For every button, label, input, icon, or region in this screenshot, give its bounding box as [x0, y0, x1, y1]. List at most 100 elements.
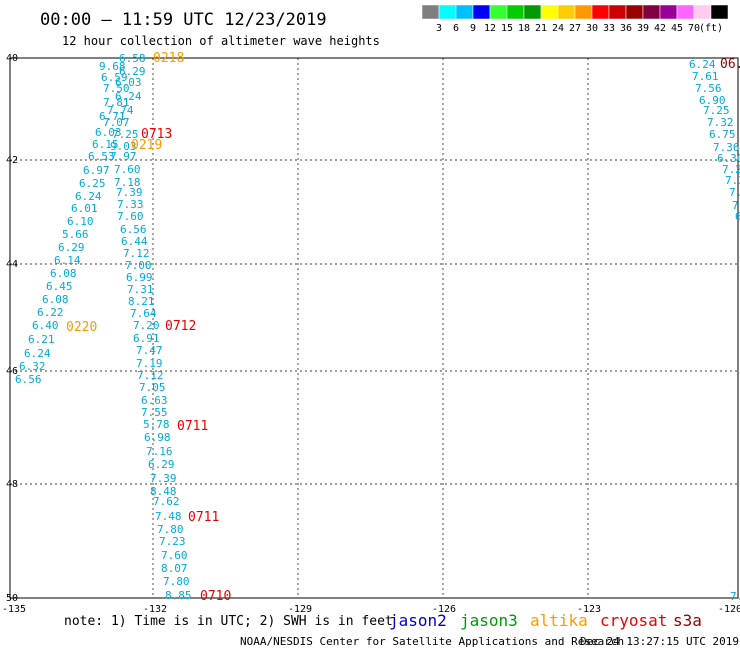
wave-height-value: 7.05	[139, 381, 166, 394]
wave-height-value: 7.60	[161, 549, 188, 562]
colorbar-swatch	[676, 4, 695, 20]
wave-height-value: 6.71	[99, 110, 126, 123]
colorbar-label: 70	[688, 23, 700, 34]
wave-height-track: 6.586.299.686.596.037.506.247.817.746.71…	[15, 52, 192, 602]
wave-height-colorbar: 3 6 9 12 15 18 21 24 27 30 33 36 39 42 45 70(ft)	[421, 4, 729, 34]
longitude-tick-label: -135	[2, 604, 26, 615]
wave-height-value: 7.	[732, 199, 740, 212]
wave-height-value: 6.40	[32, 319, 59, 332]
colorbar-swatch	[489, 4, 508, 20]
wave-height-value: 6.29	[148, 458, 175, 471]
latitude-tick-label: 40	[6, 53, 18, 64]
pass-time-label: 0710	[200, 589, 231, 604]
wave-height-value: 7.	[730, 590, 740, 603]
pass-time-label: 0712	[165, 319, 196, 334]
wave-height-value: 7.31	[127, 283, 154, 296]
wave-height-value: 7.16	[146, 445, 173, 458]
wave-height-value: 7.64	[130, 307, 157, 320]
wave-height-map: -135 -132 -129 -126 -123 -120 40 42 44 46 48 50 6.…	[2, 51, 740, 615]
wave-height-value: 6.53	[88, 150, 115, 163]
colorbar-swatch	[455, 4, 474, 20]
colorbar-label: 15	[501, 23, 513, 34]
latitude-tick-label: 42	[6, 155, 18, 166]
wave-height-value: 5.66	[62, 228, 89, 241]
wave-height-value: 6.58	[119, 52, 146, 65]
satellite-legend-jason2: jason2	[389, 611, 447, 630]
wave-height-value: 6.24	[75, 190, 102, 203]
wave-height-value: 7.80	[163, 575, 190, 588]
wave-height-value: 6.56	[15, 373, 42, 386]
longitude-tick-label: -132	[143, 604, 167, 615]
wave-height-value: 7.23	[159, 535, 186, 548]
wave-height-value: 7.25	[112, 128, 139, 141]
satellite-legend: jason2 jason3 altika cryosat s3a	[389, 611, 702, 630]
wave-height-value: 6.15	[92, 138, 119, 151]
wave-height-value: 7.39	[150, 472, 177, 485]
longitude-tick-label: -126	[432, 604, 456, 615]
wave-height-value: 6.24	[689, 58, 716, 71]
satellite-legend-altika: altika	[530, 611, 588, 630]
wave-height-track-east: 6.247.617.566.907.257.326.757.366.307.20…	[689, 58, 740, 603]
latitude-tick-label: 50	[6, 593, 18, 604]
colorbar-swatch	[540, 4, 559, 20]
colorbar-swatch	[506, 4, 525, 20]
colorbar-label: 6	[453, 23, 459, 34]
colorbar-swatch	[659, 4, 678, 20]
wave-height-value: 6.14	[54, 254, 81, 267]
pass-time-label: 0218	[153, 51, 184, 66]
wave-height-value: 6.30	[717, 152, 740, 165]
colorbar-label: 9	[470, 23, 476, 34]
wave-height-value: 8.85	[165, 589, 192, 602]
colorbar-swatch	[710, 4, 729, 20]
wave-height-value: 7.61	[692, 70, 719, 83]
wave-height-value: 7.3	[725, 174, 740, 187]
wave-height-value: 6.03	[95, 126, 122, 139]
pass-time-label: 0711	[177, 419, 208, 434]
wave-height-value: 6.29	[119, 65, 146, 78]
wave-height-value: 6.01	[71, 202, 98, 215]
satellite-legend-cryosat: cryosat	[600, 611, 667, 630]
generated-timestamp: Dec 24 13:27:15 UTC 2019	[580, 635, 739, 648]
wave-height-value: 7.62	[153, 495, 180, 508]
colorbar-swatch	[523, 4, 542, 20]
latitude-tick-label: 44	[6, 259, 18, 270]
colorbar-swatch	[574, 4, 593, 20]
wave-height-value: 7.81	[103, 96, 130, 109]
wave-height-value: 6.08	[50, 267, 77, 280]
wave-height-value: 6.03	[115, 76, 142, 89]
colorbar-label: 24	[552, 23, 564, 34]
page-subtitle: 12 hour collection of altimeter wave hei…	[62, 34, 380, 48]
colorbar-label: 3	[436, 23, 442, 34]
colorbar-label: 45	[671, 23, 683, 34]
colorbar-swatch	[625, 4, 644, 20]
satellite-legend-s3a: s3a	[673, 611, 702, 630]
wave-height-value: 9.03	[110, 140, 137, 153]
wave-height-value: 7.25	[703, 104, 730, 117]
wave-height-value: 6.91	[133, 332, 160, 345]
wave-height-value: 6.24	[24, 347, 51, 360]
wave-height-value: 6.98	[144, 431, 171, 444]
wave-height-value: 7.80	[157, 523, 184, 536]
wave-height-value: 7.60	[114, 163, 141, 176]
colorbar-label: 36	[620, 23, 632, 34]
wave-height-value: 6.59	[101, 71, 128, 84]
credit-line: NOAA/NESDIS Center for Satellite Applica…	[240, 635, 624, 648]
wave-height-value: 7.74	[107, 104, 134, 117]
wave-height-value: 6.75	[709, 128, 736, 141]
colorbar-label: 18	[518, 23, 530, 34]
wave-height-value: 7.20	[133, 319, 160, 332]
latitude-tick-label: 48	[6, 479, 18, 490]
colorbar-label: 21	[535, 23, 547, 34]
wave-height-value: 6.90	[699, 94, 726, 107]
wave-height-value: 6.56	[120, 223, 147, 236]
wave-height-value: 7.18	[114, 176, 141, 189]
colorbar-swatch	[642, 4, 661, 20]
longitude-tick-label: -120	[718, 604, 740, 615]
wave-height-value: 8.07	[161, 562, 188, 575]
wave-height-value: 7.36	[713, 141, 740, 154]
wave-height-value: 7.4	[729, 186, 740, 199]
longitude-tick-label: -129	[288, 604, 312, 615]
footer-note: note: 1) Time is in UTC; 2) SWH is in fe…	[64, 614, 393, 629]
wave-height-value: 7.00	[125, 259, 152, 272]
colorbar-swatch	[608, 4, 627, 20]
